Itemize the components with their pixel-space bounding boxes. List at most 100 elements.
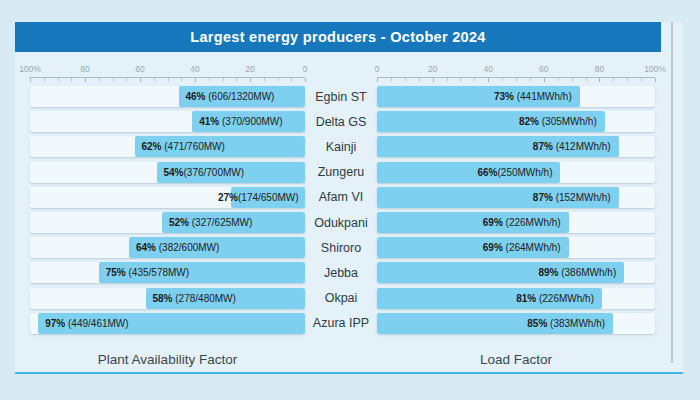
- load-percent: 89%: [538, 267, 558, 278]
- availability-detail: (382/600MW): [156, 242, 219, 253]
- axis-tick-label: 20: [428, 64, 437, 74]
- availability-value-label: 46% (606/1320MW): [186, 86, 275, 107]
- availability-percent: 52%: [169, 217, 189, 228]
- chart-card: Largest energy producers - October 2024 …: [15, 22, 683, 374]
- availability-percent: 46%: [186, 91, 206, 102]
- availability-percent: 41%: [199, 116, 219, 127]
- axis-tick-label: 80: [80, 64, 89, 74]
- category-label: Jebba: [305, 262, 377, 283]
- axis-tick-label: 40: [483, 64, 492, 74]
- availability-percent: 97%: [45, 318, 65, 329]
- load-detail: (152MWh/h): [553, 192, 611, 203]
- load-detail: (305MWh/h): [539, 116, 597, 127]
- axis-tick-label: 80: [595, 64, 604, 74]
- availability-value-label: 41% (370/900MW): [199, 111, 282, 132]
- axis-tick: [613, 78, 614, 81]
- axis-tick: [572, 78, 573, 81]
- axis-tick: [278, 78, 279, 81]
- axis-tick: [447, 78, 448, 81]
- availability-value-label: 58% (278/480MW): [153, 288, 236, 309]
- axis-tick: [391, 78, 392, 81]
- load-value-label: 73% (441MWh/h): [494, 86, 572, 107]
- axis-tick-label: 100%: [19, 64, 41, 74]
- load-percent: 82%: [519, 116, 539, 127]
- axis-tick: [474, 78, 475, 81]
- axis-tick: [377, 78, 378, 82]
- availability-detail: (327/625MW): [189, 217, 252, 228]
- load-percent: 85%: [527, 318, 547, 329]
- axis-tick: [195, 78, 196, 82]
- axis-tick-label: 0: [375, 64, 380, 74]
- axis-tick: [236, 78, 237, 81]
- availability-percent: 64%: [136, 242, 156, 253]
- axis-tick: [58, 78, 59, 81]
- load-value-label: 85% (383MWh/h): [527, 313, 605, 334]
- load-percent: 69%: [483, 217, 503, 228]
- axis-tick: [641, 78, 642, 81]
- availability-detail: (370/900MW): [219, 116, 282, 127]
- axis-tick: [586, 78, 587, 81]
- availability-value-label: 27%(174/650MW): [218, 187, 299, 208]
- axis-tick: [126, 78, 127, 81]
- availability-value-label: 52% (327/625MW): [169, 212, 252, 233]
- category-label: Delta GS: [305, 111, 377, 132]
- left-axis-title: Plant Availability Factor: [30, 348, 305, 370]
- axis-tick-label: 0: [303, 64, 308, 74]
- axis-tick: [502, 78, 503, 81]
- availability-value-label: 75% (435/578MW): [106, 262, 189, 283]
- category-label: Azura IPP: [305, 313, 377, 334]
- axis-tick: [516, 78, 517, 81]
- load-detail: (441MWh/h): [514, 91, 572, 102]
- axis-tick: [223, 78, 224, 81]
- category-label: Odukpani: [305, 212, 377, 233]
- scrollbar[interactable]: [671, 22, 673, 363]
- axis-tick: [85, 78, 86, 82]
- axis-tick-label: 100%: [644, 64, 666, 74]
- load-value-label: 87% (412MWh/h): [533, 136, 611, 157]
- load-value-label: 89% (386MWh/h): [538, 262, 616, 283]
- category-label: Okpai: [305, 288, 377, 309]
- axis-tick: [113, 78, 114, 81]
- load-value-label: 69% (264MWh/h): [483, 237, 561, 258]
- axis-tick: [530, 78, 531, 81]
- availability-percent: 75%: [106, 267, 126, 278]
- axis-tick: [488, 78, 489, 82]
- axis-tick: [460, 78, 461, 81]
- load-percent: 81%: [516, 293, 536, 304]
- availability-detail: (471/760MW): [162, 141, 225, 152]
- axis-tick: [627, 78, 628, 81]
- availability-percent: 27%: [218, 192, 238, 203]
- availability-value-label: 97% (449/461MW): [45, 313, 128, 334]
- right-axis-title: Load Factor: [377, 348, 655, 370]
- load-percent: 69%: [483, 242, 503, 253]
- load-detail: (383MWh/h): [547, 318, 605, 329]
- availability-percent: 62%: [142, 141, 162, 152]
- axis-tick: [44, 78, 45, 81]
- axis-tick: [433, 78, 434, 82]
- axis-tick: [99, 78, 100, 81]
- availability-detail: (606/1320MW): [206, 91, 275, 102]
- category-label: Egbin ST: [305, 86, 377, 107]
- axis-tick: [181, 78, 182, 81]
- axis-tick: [71, 78, 72, 81]
- load-detail: (226MWh/h): [536, 293, 594, 304]
- load-value-label: 82% (305MWh/h): [519, 111, 597, 132]
- axis-tick: [599, 78, 600, 82]
- category-label: Zungeru: [305, 162, 377, 183]
- availability-detail: (174/650MW): [238, 192, 299, 203]
- availability-value-label: 64% (382/600MW): [136, 237, 219, 258]
- load-detail: (264MWh/h): [503, 242, 561, 253]
- load-percent: 73%: [494, 91, 514, 102]
- axis-tick: [305, 78, 306, 82]
- chart-plot-area: 100%806040200020406080100%46% (606/1320M…: [15, 22, 683, 374]
- axis-tick-label: 60: [135, 64, 144, 74]
- category-label: Afam VI: [305, 187, 377, 208]
- axis-tick: [544, 78, 545, 82]
- availability-percent: 54%: [164, 167, 184, 178]
- axis-tick: [140, 78, 141, 82]
- axis-tick: [209, 78, 210, 81]
- axis-tick: [405, 78, 406, 81]
- axis-tick: [291, 78, 292, 81]
- availability-detail: (376/700MW): [184, 167, 245, 178]
- load-detail: (250MWh/h): [497, 167, 552, 178]
